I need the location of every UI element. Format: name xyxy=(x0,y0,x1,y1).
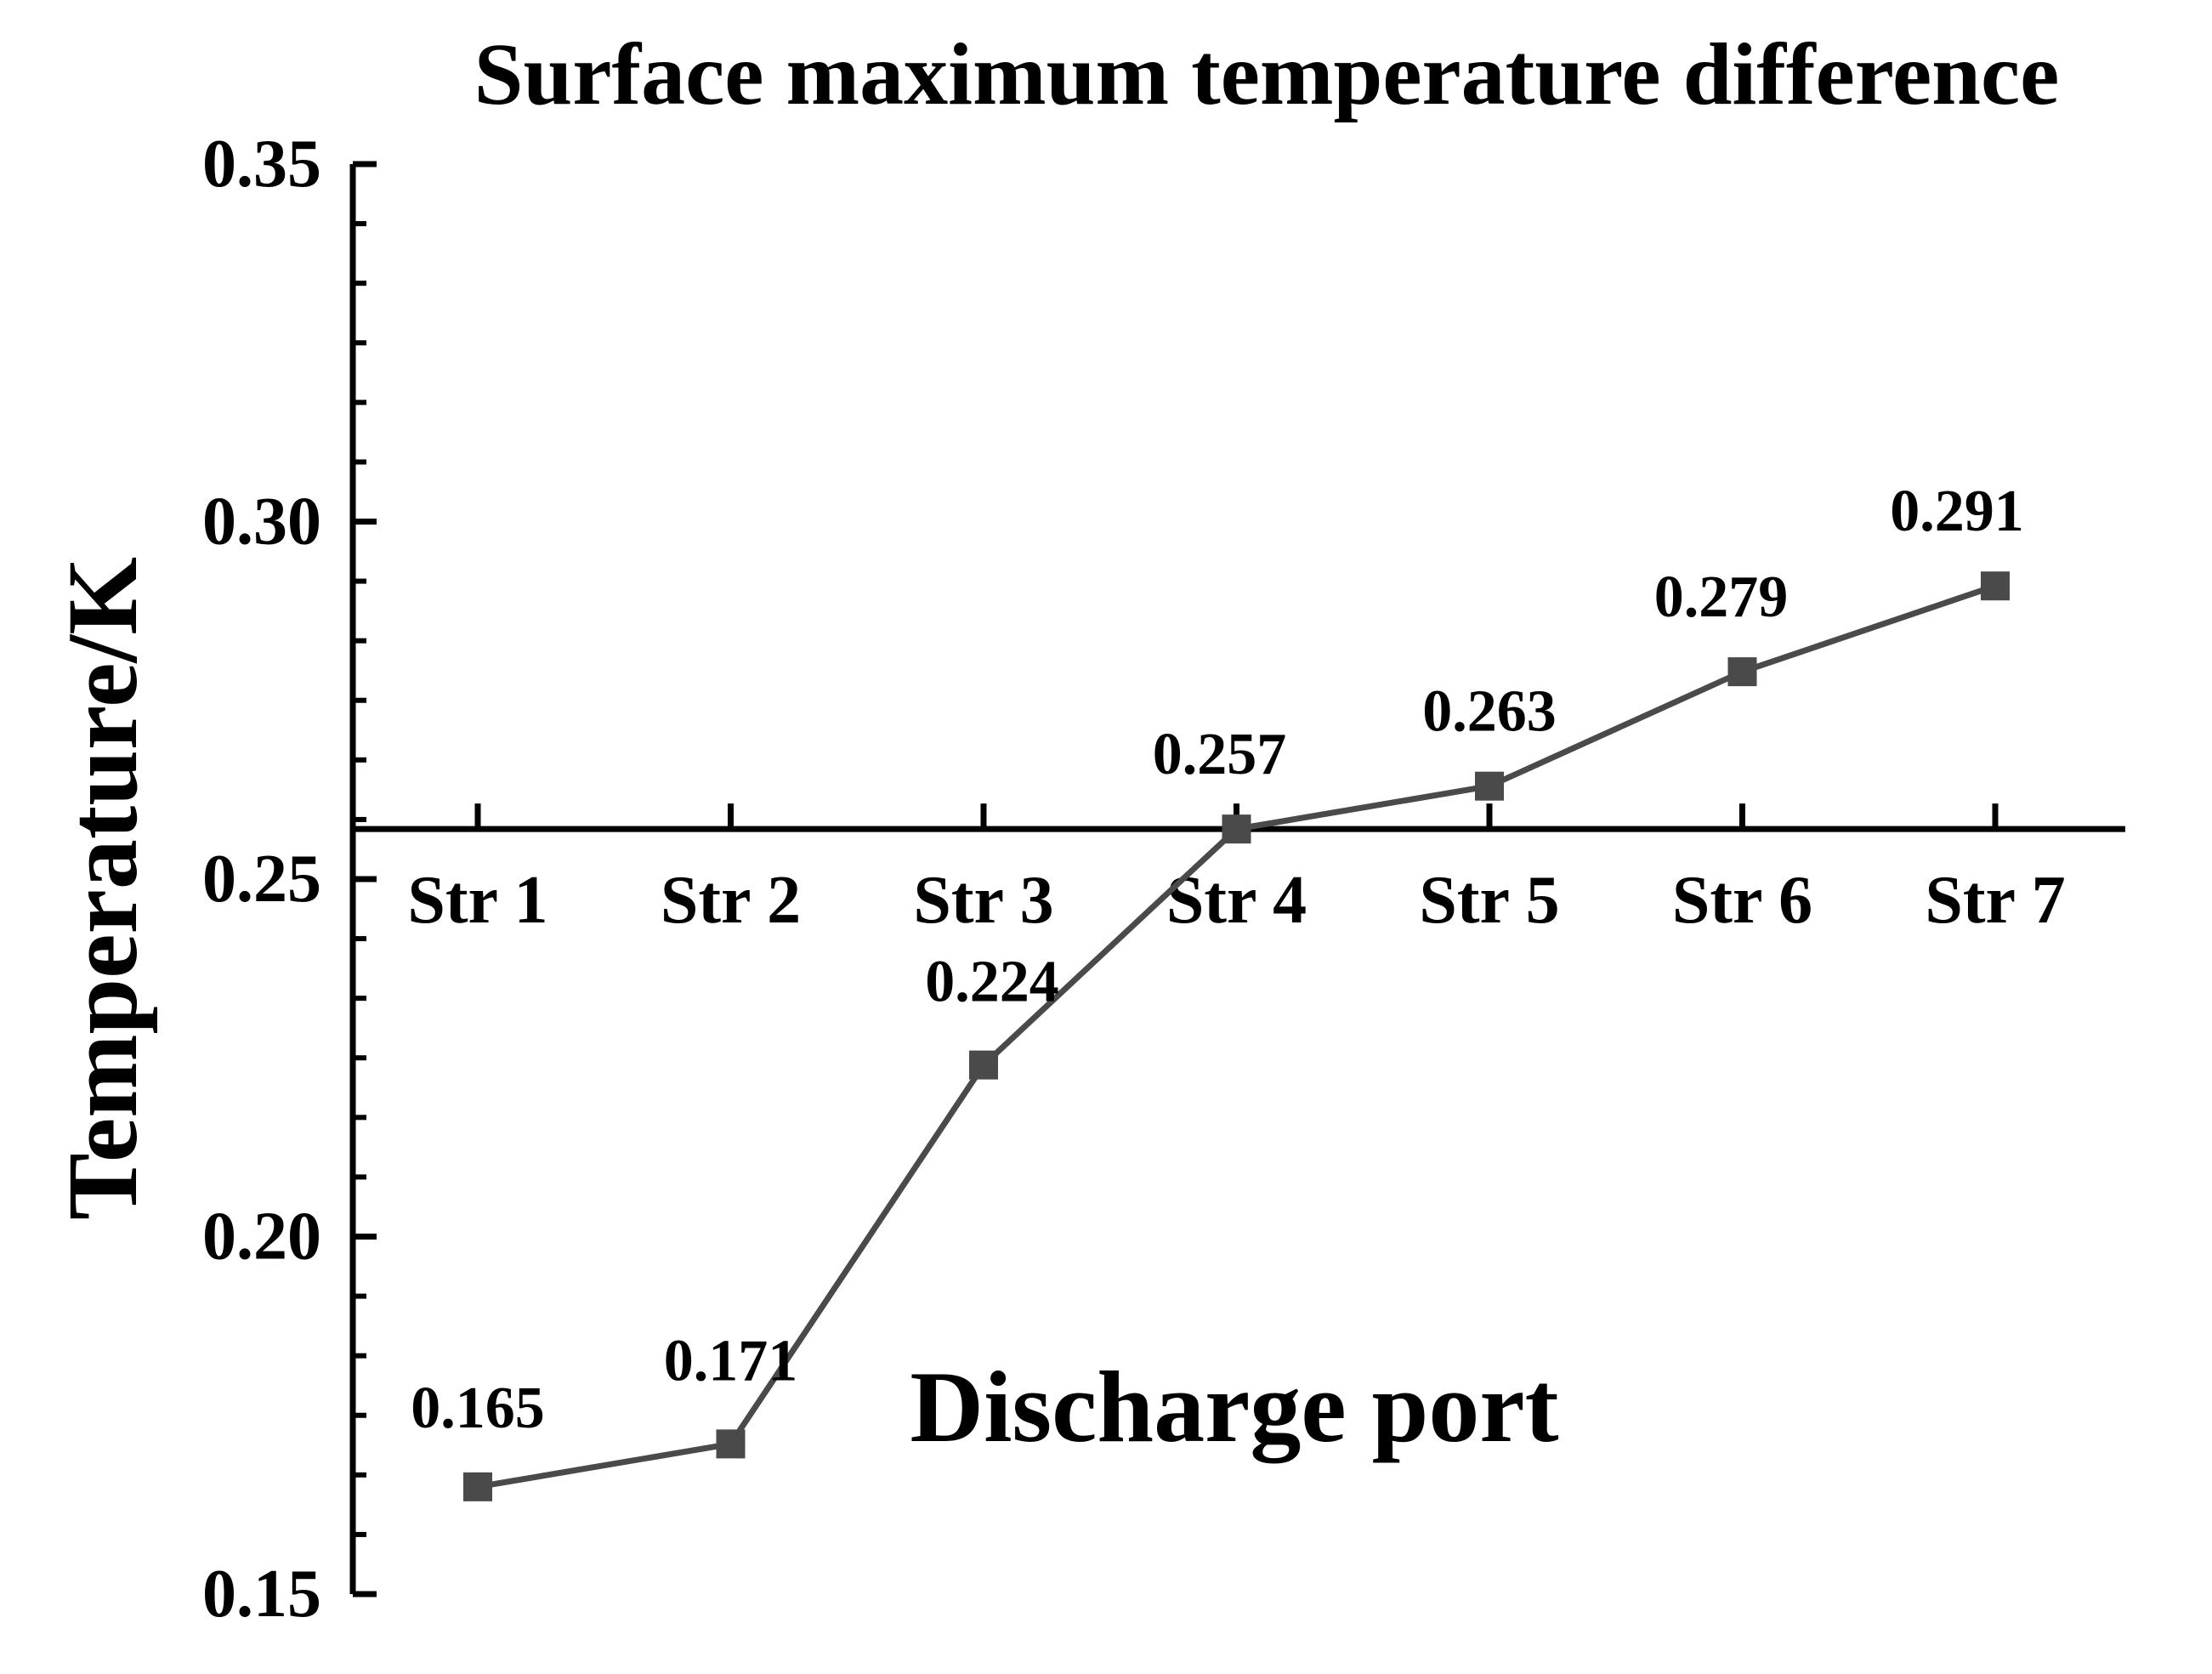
y-tick-label: 0.15 xyxy=(202,1557,321,1631)
y-tick-label: 0.25 xyxy=(202,842,321,916)
x-tick-label: Str 1 xyxy=(407,863,547,938)
y-tick-label: 0.30 xyxy=(202,485,321,559)
data-point xyxy=(1222,814,1251,844)
y-axis-label: Temperature/K xyxy=(47,557,158,1220)
chart-title: Surface maximum temperature difference xyxy=(474,26,2060,123)
x-tick-label: Str 2 xyxy=(661,863,801,938)
data-point xyxy=(463,1472,492,1501)
y-tick-label: 0.35 xyxy=(202,127,321,201)
x-tick-label: Str 3 xyxy=(913,863,1053,938)
data-point xyxy=(1981,571,2010,601)
data-point xyxy=(969,1050,998,1080)
data-label: 0.279 xyxy=(1654,565,1789,630)
x-tick-label: Str 7 xyxy=(1925,863,2065,938)
data-label: 0.224 xyxy=(925,950,1059,1015)
data-label: 0.165 xyxy=(411,1376,545,1441)
y-tick-label: 0.20 xyxy=(202,1200,321,1274)
x-tick-label: Str 6 xyxy=(1672,863,1812,938)
data-label: 0.263 xyxy=(1422,679,1557,745)
x-axis-label: Discharge port xyxy=(910,1350,1558,1464)
data-point xyxy=(1475,771,1504,801)
data-label: 0.171 xyxy=(664,1328,798,1393)
data-label: 0.291 xyxy=(1890,479,2024,544)
data-point xyxy=(1727,657,1757,687)
x-tick-label: Str 5 xyxy=(1419,863,1559,938)
data-point xyxy=(716,1429,746,1459)
series-layer: 0.165 0.171 0.224 0.257 0.263 0.279 0.291 xyxy=(411,479,2024,1501)
data-label: 0.257 xyxy=(1153,722,1287,787)
